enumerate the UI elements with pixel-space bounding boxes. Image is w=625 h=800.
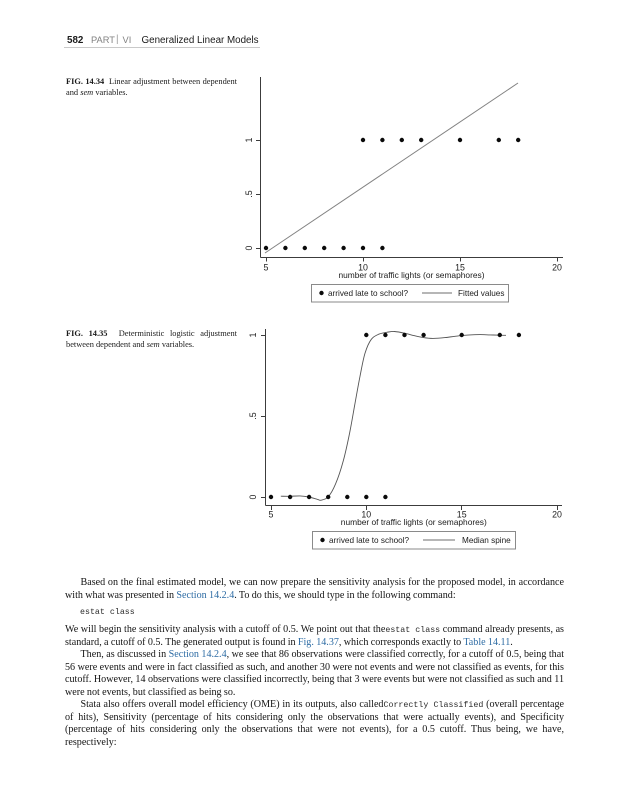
svg-text:0: 0 bbox=[244, 245, 254, 250]
svg-text:Fitted values: Fitted values bbox=[458, 289, 504, 298]
svg-text:1: 1 bbox=[244, 137, 254, 142]
svg-text:15: 15 bbox=[455, 263, 465, 273]
svg-text:number of traffic lights (or s: number of traffic lights (or semaphores) bbox=[338, 270, 484, 280]
svg-text:.5: .5 bbox=[244, 190, 254, 197]
svg-text:5: 5 bbox=[269, 510, 274, 520]
svg-text:number of traffic lights (or s: number of traffic lights (or semaphores) bbox=[341, 517, 487, 527]
svg-text:5: 5 bbox=[264, 263, 269, 273]
svg-text:10: 10 bbox=[361, 510, 371, 520]
svg-text:10: 10 bbox=[358, 263, 368, 273]
svg-text:1: 1 bbox=[248, 332, 258, 337]
svg-text:20: 20 bbox=[552, 510, 562, 520]
svg-text:.5: .5 bbox=[248, 412, 258, 419]
svg-text:15: 15 bbox=[457, 510, 467, 520]
svg-text:arrived late to school?: arrived late to school? bbox=[329, 536, 410, 545]
svg-text:Median spine: Median spine bbox=[462, 536, 511, 545]
svg-text:0: 0 bbox=[248, 494, 258, 499]
svg-text:20: 20 bbox=[552, 263, 562, 273]
svg-text:arrived late to school?: arrived late to school? bbox=[328, 289, 409, 298]
